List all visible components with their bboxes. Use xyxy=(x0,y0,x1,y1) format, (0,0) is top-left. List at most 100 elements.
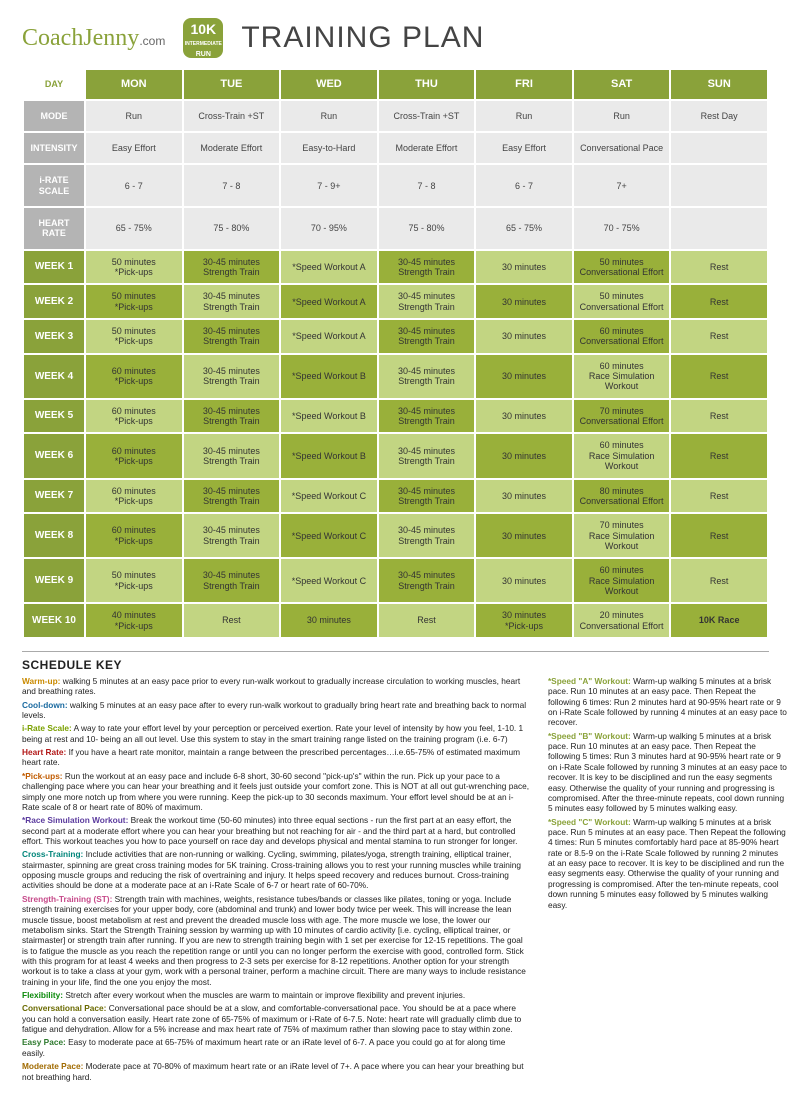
key-keyword: Heart Rate: xyxy=(22,747,66,757)
plan-badge: 10K INTERMEDIATE RUN xyxy=(183,18,223,58)
week-label: WEEK 2 xyxy=(24,285,84,318)
week-label: WEEK 3 xyxy=(24,320,84,353)
week-cell: 60 minutesRace SimulationWorkout xyxy=(574,434,670,477)
key-keyword: Conversational Pace: xyxy=(22,1003,106,1013)
week-row: WEEK 150 minutes*Pick-ups30-45 minutesSt… xyxy=(24,251,767,284)
key-paragraph: Cross-Training: Include activities that … xyxy=(22,849,530,890)
col-day: WED xyxy=(281,70,377,99)
meta-cell xyxy=(671,165,767,206)
key-paragraph: *Speed "A" Workout: Warm-up walking 5 mi… xyxy=(548,676,787,728)
meta-label: i-RATE SCALE xyxy=(24,165,84,206)
col-day: TUE xyxy=(184,70,280,99)
key-keyword: Flexibility: xyxy=(22,990,63,1000)
key-keyword: i-Rate Scale: xyxy=(22,723,72,733)
week-cell: Rest xyxy=(671,251,767,284)
week-label: WEEK 10 xyxy=(24,604,84,637)
week-cell: 60 minutes*Pick-ups xyxy=(86,514,182,557)
meta-cell: Cross-Train +ST xyxy=(184,101,280,131)
week-cell: Rest xyxy=(671,559,767,602)
week-cell: *Speed Workout C xyxy=(281,559,377,602)
week-cell: 20 minutesConversational Effort xyxy=(574,604,670,637)
key-paragraph: i-Rate Scale: A way to rate your effort … xyxy=(22,723,530,744)
week-cell: *Speed Workout A xyxy=(281,320,377,353)
week-cell: 40 minutes*Pick-ups xyxy=(86,604,182,637)
week-cell: 30-45 minutesStrength Train xyxy=(184,355,280,398)
brand-logo: CoachJenny.com xyxy=(22,25,165,52)
week-cell: 80 minutesConversational Effort xyxy=(574,480,670,513)
meta-cell: 65 - 75% xyxy=(86,208,182,249)
meta-row: i-RATE SCALE6 - 77 - 87 - 9+7 - 86 - 77+ xyxy=(24,165,767,206)
meta-cell: 7+ xyxy=(574,165,670,206)
week-label: WEEK 5 xyxy=(24,400,84,433)
week-cell: 50 minutes*Pick-ups xyxy=(86,320,182,353)
key-keyword: *Speed "C" Workout: xyxy=(548,817,631,827)
page-root: CoachJenny.com 10K INTERMEDIATE RUN TRAI… xyxy=(0,0,791,1103)
week-cell: 30-45 minutesStrength Train xyxy=(184,514,280,557)
week-cell: *Speed Workout C xyxy=(281,514,377,557)
week-cell: 30 minutes xyxy=(476,251,572,284)
week-cell: 30-45 minutesStrength Train xyxy=(184,285,280,318)
week-cell: Rest xyxy=(379,604,475,637)
week-cell: 30-45 minutesStrength Train xyxy=(184,559,280,602)
week-label: WEEK 7 xyxy=(24,480,84,513)
week-cell: Rest xyxy=(671,285,767,318)
week-cell: Rest xyxy=(671,434,767,477)
week-row: WEEK 950 minutes*Pick-ups30-45 minutesSt… xyxy=(24,559,767,602)
meta-cell: Run xyxy=(86,101,182,131)
key-paragraph: Moderate Pace: Moderate pace at 70-80% o… xyxy=(22,1061,530,1082)
meta-cell: Run xyxy=(281,101,377,131)
week-cell: 50 minutes*Pick-ups xyxy=(86,559,182,602)
week-cell: 30-45 minutesStrength Train xyxy=(379,285,475,318)
logo-text: CoachJenny xyxy=(22,25,139,51)
col-day: SUN xyxy=(671,70,767,99)
week-cell: 30-45 minutesStrength Train xyxy=(184,400,280,433)
meta-cell: Run xyxy=(574,101,670,131)
badge-bot: RUN xyxy=(196,51,211,58)
meta-cell: Moderate Effort xyxy=(379,133,475,163)
week-cell: 60 minutes*Pick-ups xyxy=(86,480,182,513)
logo-suffix: .com xyxy=(139,34,165,48)
week-label: WEEK 1 xyxy=(24,251,84,284)
week-cell: 30 minutes xyxy=(281,604,377,637)
key-paragraph: *Speed "B" Workout: Warm-up walking 5 mi… xyxy=(548,731,787,814)
key-keyword: Cross-Training: xyxy=(22,849,83,859)
week-row: WEEK 1040 minutes*Pick-ups Rest30 minutes… xyxy=(24,604,767,637)
header-bar: CoachJenny.com 10K INTERMEDIATE RUN TRAI… xyxy=(22,18,769,58)
key-keyword: *Race Simulation Workout: xyxy=(22,815,128,825)
week-cell: 30-45 minutesStrength Train xyxy=(379,400,475,433)
key-keyword: *Speed "B" Workout: xyxy=(548,731,631,741)
week-cell: 30-45 minutesStrength Train xyxy=(379,320,475,353)
key-keyword: Strength-Training (ST): xyxy=(22,894,112,904)
key-keyword: Easy Pace: xyxy=(22,1037,66,1047)
week-cell: *Speed Workout B xyxy=(281,400,377,433)
week-cell: Rest xyxy=(671,514,767,557)
week-cell: 10K Race xyxy=(671,604,767,637)
week-cell: *Speed Workout A xyxy=(281,251,377,284)
week-label: WEEK 4 xyxy=(24,355,84,398)
week-row: WEEK 460 minutes*Pick-ups30-45 minutesSt… xyxy=(24,355,767,398)
key-keyword: Warm-up: xyxy=(22,676,60,686)
week-cell: 30-45 minutesStrength Train xyxy=(379,559,475,602)
key-paragraph: Conversational Pace: Conversational pace… xyxy=(22,1003,530,1034)
week-row: WEEK 560 minutes*Pick-ups30-45 minutesSt… xyxy=(24,400,767,433)
key-keyword: Cool-down: xyxy=(22,700,68,710)
week-cell: 30-45 minutesStrength Train xyxy=(184,434,280,477)
week-cell: 30 minutes*Pick-ups xyxy=(476,604,572,637)
meta-cell: 6 - 7 xyxy=(476,165,572,206)
header-row: DAYMONTUEWEDTHUFRISATSUN xyxy=(24,70,767,99)
week-cell: 30-45 minutesStrength Train xyxy=(379,514,475,557)
meta-cell: Rest Day xyxy=(671,101,767,131)
meta-cell: Run xyxy=(476,101,572,131)
page-title: TRAINING PLAN xyxy=(241,21,484,55)
week-row: WEEK 660 minutes*Pick-ups30-45 minutesSt… xyxy=(24,434,767,477)
col-day: SAT xyxy=(574,70,670,99)
meta-cell: Cross-Train +ST xyxy=(379,101,475,131)
meta-cell: Easy Effort xyxy=(86,133,182,163)
meta-label: MODE xyxy=(24,101,84,131)
week-cell: 50 minutes*Pick-ups xyxy=(86,285,182,318)
meta-cell: 7 - 8 xyxy=(379,165,475,206)
week-cell: 30-45 minutesStrength Train xyxy=(379,355,475,398)
meta-cell: Easy Effort xyxy=(476,133,572,163)
week-row: WEEK 250 minutes*Pick-ups30-45 minutesSt… xyxy=(24,285,767,318)
meta-cell: Moderate Effort xyxy=(184,133,280,163)
